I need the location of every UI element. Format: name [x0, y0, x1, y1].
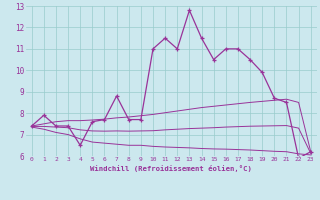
X-axis label: Windchill (Refroidissement éolien,°C): Windchill (Refroidissement éolien,°C): [90, 165, 252, 172]
